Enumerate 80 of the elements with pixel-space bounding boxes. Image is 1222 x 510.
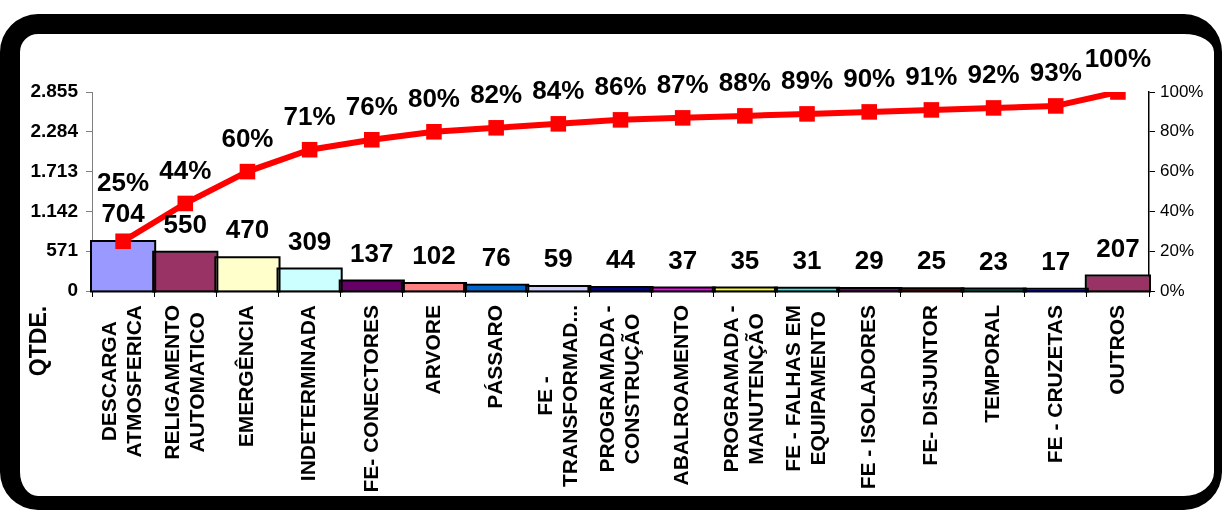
data-label: 102 bbox=[412, 240, 456, 271]
data-label: 76 bbox=[481, 241, 511, 272]
point bbox=[488, 120, 504, 136]
data-label: 29 bbox=[854, 245, 884, 276]
data-label: 59 bbox=[543, 243, 573, 274]
data-label: 60% bbox=[221, 122, 274, 153]
y2-tick-label: 0% bbox=[1160, 280, 1185, 300]
data-label: 25 bbox=[916, 245, 946, 276]
data-label: 86% bbox=[594, 71, 647, 102]
x-tick-label: FE - FALHAS EM EQUIPAMENTO bbox=[781, 304, 830, 472]
x-tick-label: TEMPORAL bbox=[980, 304, 1004, 423]
data-label: 25% bbox=[97, 167, 150, 198]
data-label: 90% bbox=[843, 63, 896, 94]
point bbox=[923, 102, 940, 118]
y2-tick-label: 20% bbox=[1160, 240, 1195, 260]
data-label: 88% bbox=[718, 67, 771, 98]
y2-tick-label: 100% bbox=[1160, 81, 1204, 101]
x-tick-label: PROGRAMADA - CONSTRUÇÃO bbox=[594, 305, 643, 473]
data-label: 31 bbox=[792, 245, 822, 276]
x-tick-label: RELIGAMENTO AUTOMATICO bbox=[159, 304, 208, 460]
x-tick-label: OUTROS bbox=[1104, 305, 1128, 395]
data-label: 550 bbox=[163, 208, 207, 239]
data-label: 35 bbox=[730, 244, 760, 275]
point bbox=[550, 116, 567, 132]
y2-tick-label: 80% bbox=[1160, 121, 1195, 141]
point bbox=[737, 108, 753, 124]
data-label: 93% bbox=[1029, 57, 1082, 88]
y-tick-label: 2.284 bbox=[30, 120, 79, 142]
point bbox=[177, 195, 194, 212]
x-tick-label: FE- CONECTORES bbox=[358, 305, 382, 493]
y-axis-title: QTDE. bbox=[25, 305, 52, 377]
point bbox=[985, 100, 1002, 116]
data-label: 76% bbox=[345, 90, 398, 121]
y2-tick-label: 40% bbox=[1160, 201, 1195, 221]
y-tick-label: 0 bbox=[67, 279, 78, 301]
data-label: 470 bbox=[225, 214, 270, 245]
data-label: 37 bbox=[668, 244, 698, 275]
point bbox=[799, 106, 815, 122]
x-tick-label: PROGRAMADA - MANUTENÇÃO bbox=[719, 305, 768, 473]
y2-tick-label: 60% bbox=[1160, 161, 1195, 181]
data-label: 207 bbox=[1096, 232, 1140, 263]
data-label: 704 bbox=[101, 198, 146, 229]
point bbox=[301, 141, 318, 158]
x-tick-label: PÁSSARO bbox=[482, 305, 506, 409]
data-label: 71% bbox=[283, 100, 336, 131]
x-tick-label: FE- DISJUNTOR bbox=[918, 304, 942, 466]
y-tick-label: 1.142 bbox=[30, 199, 78, 221]
x-tick-label: EMERGÊNCIA bbox=[234, 304, 258, 448]
data-label: 80% bbox=[407, 82, 460, 113]
point bbox=[861, 104, 877, 120]
data-label: 82% bbox=[470, 78, 523, 109]
y-tick-label: 571 bbox=[46, 239, 79, 261]
data-label: 23 bbox=[979, 245, 1009, 276]
point bbox=[426, 124, 442, 140]
point bbox=[674, 110, 691, 126]
y-tick-label: 1.713 bbox=[30, 159, 78, 181]
data-label: 91% bbox=[905, 61, 958, 92]
data-label: 44% bbox=[159, 154, 212, 185]
data-label: 137 bbox=[350, 237, 394, 268]
data-label: 92% bbox=[967, 59, 1020, 90]
data-label: 309 bbox=[287, 225, 332, 256]
x-tick-label: INDETERMINADA bbox=[296, 305, 320, 482]
point bbox=[364, 131, 380, 148]
point bbox=[1047, 98, 1064, 114]
data-label: 44 bbox=[606, 244, 636, 275]
x-tick-label: ABALROAMENTO bbox=[669, 304, 693, 486]
x-tick-label: FE - CRUZETAS bbox=[1042, 304, 1066, 464]
point bbox=[239, 163, 256, 180]
data-label: 100% bbox=[1084, 43, 1152, 74]
x-tick-label: FE - ISOLADORES bbox=[856, 304, 879, 490]
x-tick-label: FE - TRANSFORMAD... bbox=[532, 304, 581, 487]
x-tick-label: ARVORE bbox=[420, 305, 444, 395]
data-label: 87% bbox=[656, 69, 709, 100]
point bbox=[115, 233, 131, 250]
x-tick-label: DESCARGA ATMOSFERICA bbox=[97, 305, 146, 458]
data-label: 84% bbox=[532, 75, 585, 106]
data-label: 89% bbox=[781, 65, 834, 96]
point bbox=[612, 112, 629, 128]
data-label: 17 bbox=[1041, 245, 1071, 276]
y-tick-label: 2.855 bbox=[30, 80, 79, 102]
